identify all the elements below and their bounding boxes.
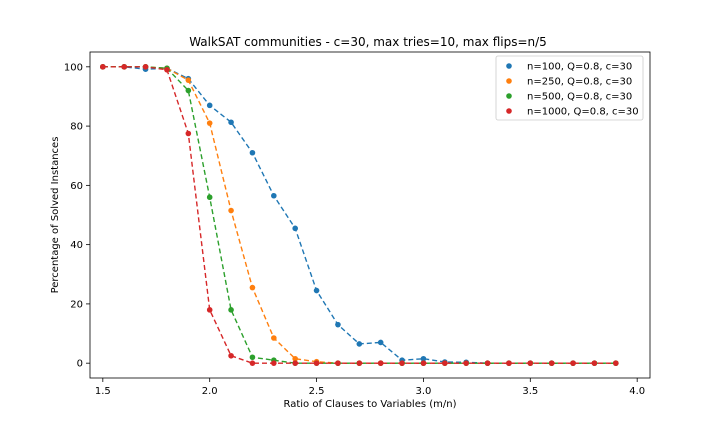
data-point bbox=[292, 225, 298, 232]
data-point bbox=[506, 360, 512, 366]
data-point bbox=[228, 119, 234, 126]
data-point bbox=[249, 360, 256, 366]
data-point bbox=[313, 287, 320, 294]
data-point bbox=[206, 307, 213, 313]
data-point bbox=[228, 307, 234, 313]
data-point bbox=[185, 77, 192, 83]
data-point bbox=[356, 360, 363, 366]
data-point bbox=[591, 360, 598, 366]
data-point bbox=[420, 355, 427, 362]
data-point bbox=[570, 360, 576, 366]
data-point bbox=[548, 360, 555, 366]
legend-item: n=1000, Q=0.8, c=30 bbox=[506, 107, 639, 118]
y-tick-label: 20 bbox=[70, 299, 83, 310]
data-point bbox=[335, 321, 341, 328]
data-point bbox=[313, 360, 320, 366]
y-tick-label: 100 bbox=[64, 62, 83, 73]
data-point bbox=[142, 64, 149, 70]
legend-label: n=500, Q=0.8, c=30 bbox=[527, 92, 632, 103]
data-point bbox=[206, 194, 213, 201]
y-tick-label: 40 bbox=[70, 240, 83, 251]
axis-ticks: 1.5 2.0 2.5 3.0 3.5 4.0 0 20 40 60 80 100 bbox=[64, 62, 645, 397]
x-tick-label: 3.5 bbox=[522, 386, 538, 397]
data-point bbox=[228, 207, 234, 214]
x-tick-label: 2.5 bbox=[309, 386, 325, 397]
x-tick-label: 2.0 bbox=[202, 386, 218, 397]
legend-marker bbox=[506, 93, 512, 99]
legend-marker bbox=[506, 108, 512, 114]
legend-box bbox=[495, 55, 644, 121]
data-point bbox=[271, 335, 277, 341]
x-axis-label: Ratio of Clauses to Variables (m/n) bbox=[284, 399, 457, 410]
legend-label: n=100, Q=0.8, c=30 bbox=[527, 62, 632, 73]
y-tick-label: 60 bbox=[70, 181, 83, 192]
data-point bbox=[228, 352, 234, 359]
data-point bbox=[527, 360, 534, 366]
data-point bbox=[420, 360, 427, 366]
data-point bbox=[292, 360, 298, 366]
data-point bbox=[484, 360, 491, 366]
data-point bbox=[271, 360, 277, 366]
x-tick-label: 1.5 bbox=[95, 386, 111, 397]
data-point bbox=[356, 341, 363, 347]
legend-item: n=250, Q=0.8, c=30 bbox=[506, 77, 632, 88]
data-point bbox=[185, 130, 192, 137]
data-point bbox=[249, 354, 256, 361]
data-point bbox=[292, 355, 298, 362]
data-point bbox=[399, 360, 405, 366]
data-point bbox=[463, 360, 469, 366]
plot-area bbox=[100, 64, 619, 366]
legend-marker bbox=[506, 78, 512, 84]
data-point bbox=[249, 284, 256, 291]
data-point bbox=[613, 360, 619, 366]
y-tick-label: 0 bbox=[77, 359, 83, 370]
data-point bbox=[206, 120, 213, 126]
data-point bbox=[185, 87, 192, 94]
data-point bbox=[100, 64, 106, 70]
y-axis-label: Percentage of Solved Instances bbox=[50, 137, 61, 294]
series-4 bbox=[100, 64, 619, 366]
data-point bbox=[271, 192, 277, 199]
data-point bbox=[442, 360, 448, 366]
legend-item: n=500, Q=0.8, c=30 bbox=[506, 92, 632, 103]
legend-marker bbox=[506, 63, 512, 69]
chart-title: WalkSAT communities - c=30, max tries=10… bbox=[189, 35, 547, 49]
x-tick-label: 4.0 bbox=[629, 386, 645, 397]
legend-label: n=1000, Q=0.8, c=30 bbox=[527, 107, 639, 118]
plot-frame bbox=[89, 51, 651, 379]
legend-label: n=250, Q=0.8, c=30 bbox=[527, 77, 632, 88]
data-point bbox=[206, 102, 213, 109]
x-tick-label: 3.0 bbox=[415, 386, 431, 397]
y-tick-label: 80 bbox=[70, 122, 83, 133]
data-point bbox=[121, 64, 127, 70]
legend-item: n=100, Q=0.8, c=30 bbox=[506, 62, 632, 73]
data-point bbox=[249, 149, 256, 156]
data-point bbox=[377, 339, 384, 346]
data-point bbox=[377, 360, 384, 366]
legend: n=100, Q=0.8, c=30 n=250, Q=0.8, c=30 n=50… bbox=[495, 55, 644, 121]
data-point bbox=[164, 66, 170, 73]
data-point bbox=[335, 360, 341, 366]
